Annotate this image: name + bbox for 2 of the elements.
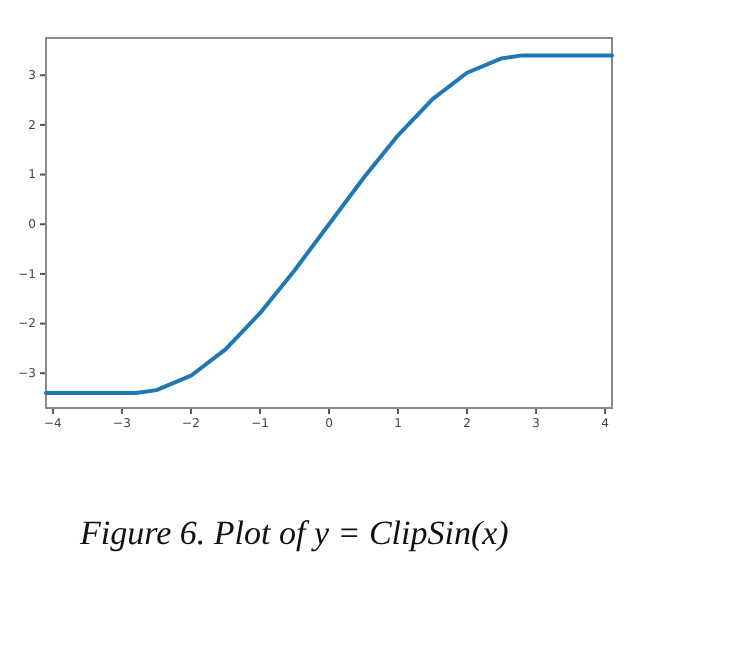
caption: Figure 6. Plot of y = ClipSin(x) [78, 514, 510, 552]
line-series [44, 53, 614, 396]
